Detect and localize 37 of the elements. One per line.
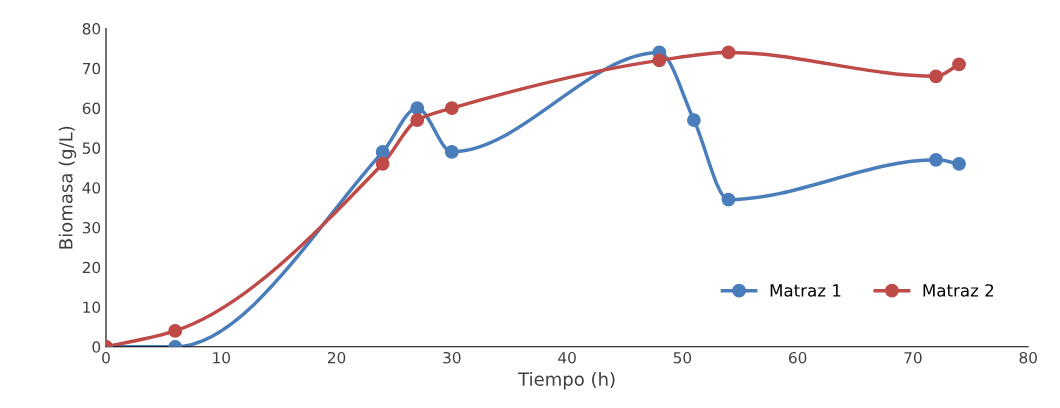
point [375, 156, 390, 171]
x-axis-title: Tiempo (h) [518, 372, 615, 390]
point [721, 45, 736, 60]
point [410, 113, 425, 127]
point [721, 192, 736, 207]
point [652, 53, 667, 68]
y-axis-title: Biomasa (g/L) [58, 126, 77, 249]
x-tick-label: 40 [558, 351, 576, 364]
point [686, 113, 701, 127]
point [952, 57, 966, 72]
point [929, 152, 943, 167]
x-tick-label: 60 [789, 351, 807, 364]
point [444, 101, 459, 116]
x-tick-label: 80 [1019, 351, 1037, 364]
y-tick-label: 60 [82, 102, 101, 115]
x-tick-label: 50 [673, 351, 692, 364]
legend-label: Matraz 2 [923, 284, 994, 297]
point [929, 69, 943, 84]
y-tick-label: 30 [82, 221, 101, 234]
point [952, 156, 966, 171]
x-tick-label: 30 [443, 351, 461, 364]
y-tick-label: 70 [82, 62, 101, 75]
point [410, 101, 425, 116]
y-tick-label: 0 [92, 341, 101, 353]
point [444, 144, 459, 159]
y-tick-label: 50 [82, 142, 101, 154]
point [375, 144, 390, 159]
legend-label: Matraz 1 [770, 284, 841, 297]
y-tick-label: 10 [83, 301, 101, 314]
y-tick-label: 80 [82, 23, 101, 35]
point [168, 323, 183, 338]
x-tick-label: 0 [102, 351, 110, 364]
x-tick-label: 70 [904, 351, 922, 364]
x-tick-label: 10 [213, 351, 230, 364]
y-tick-label: 40 [82, 182, 101, 194]
x-tick-label: 20 [327, 351, 346, 364]
y-tick-label: 20 [82, 261, 101, 274]
